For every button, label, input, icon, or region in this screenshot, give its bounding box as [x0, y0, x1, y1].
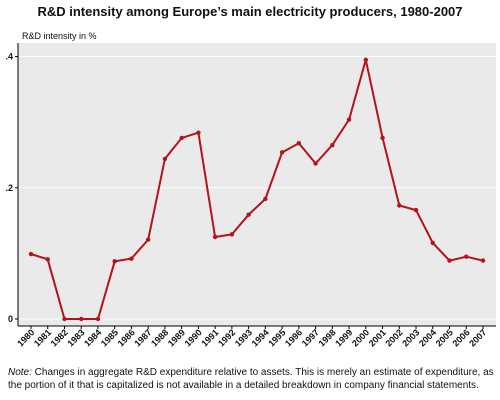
footnote-prefix: Note:	[8, 367, 32, 378]
data-point	[79, 316, 84, 322]
x-tick-label: 1980	[15, 327, 36, 348]
x-tick-label: 2000	[350, 327, 371, 348]
x-tick-label: 1997	[300, 327, 321, 348]
x-tick-label: 1986	[116, 327, 137, 348]
x-tick-label: 2002	[383, 327, 404, 348]
data-point	[279, 150, 285, 155]
data-point	[196, 130, 201, 135]
series-group	[28, 57, 486, 322]
x-tick-label: 1988	[149, 327, 170, 348]
x-tick-label: 2005	[434, 327, 455, 348]
x-tick-label: 2001	[367, 327, 388, 348]
data-point	[145, 237, 151, 242]
x-tick-label: 1984	[82, 327, 103, 348]
x-tick-label: 2006	[450, 327, 471, 348]
x-tick-label: 1987	[132, 327, 153, 348]
x-tick-label: 1992	[216, 327, 237, 348]
data-point	[28, 251, 34, 257]
footnote-text: Changes in aggregate R&D expenditure rel…	[8, 367, 494, 391]
x-tick-label: 1995	[266, 327, 287, 348]
data-point	[263, 196, 268, 202]
x-tick-label: 1991	[199, 327, 220, 348]
data-point	[330, 142, 335, 148]
x-tick-label: 1998	[317, 327, 338, 348]
data-point	[346, 117, 352, 122]
y-axis-label: R&D intensity in %	[22, 31, 97, 41]
data-point	[296, 140, 302, 146]
data-point	[464, 254, 469, 259]
x-tick-label: 2003	[400, 327, 421, 348]
x-tick-label: 1994	[250, 327, 271, 348]
x-tick-label: 2007	[467, 327, 488, 348]
y-tick-label: .4	[5, 52, 13, 62]
y-ticks: 0 .2 .4	[5, 52, 18, 324]
x-tick-label: 1993	[233, 327, 254, 348]
x-tick-label: 1990	[183, 327, 204, 348]
data-point	[229, 232, 235, 237]
x-tick-label: 1989	[166, 327, 187, 348]
data-point	[447, 258, 452, 263]
data-point	[430, 240, 435, 246]
data-point	[162, 156, 168, 162]
chart-title: R&D intensity among Europe’s main electr…	[37, 4, 463, 19]
x-tick-label: 1983	[65, 327, 86, 348]
plot-background	[18, 43, 496, 326]
x-tick-label: 2004	[417, 327, 438, 348]
data-point	[363, 57, 369, 63]
data-point	[380, 135, 385, 141]
data-point	[62, 316, 67, 322]
y-tick-label: .2	[5, 183, 13, 193]
data-point	[313, 161, 318, 166]
data-point	[413, 207, 419, 213]
x-tick-label: 1981	[32, 327, 53, 348]
data-point	[179, 135, 184, 141]
x-tick-label: 1996	[283, 327, 304, 348]
x-ticks: 1980198119821983198419851986198719881989…	[15, 326, 488, 349]
data-point	[480, 258, 486, 263]
data-point	[129, 256, 134, 261]
y-tick-label: 0	[8, 314, 13, 324]
x-tick-label: 1982	[49, 327, 70, 348]
data-point	[246, 212, 251, 217]
data-point	[45, 257, 50, 262]
data-point	[212, 234, 218, 240]
footnote: Note: Changes in aggregate R&D expenditu…	[8, 366, 496, 392]
data-point	[397, 203, 402, 208]
x-tick-label: 1999	[333, 327, 354, 348]
x-tick-label: 1985	[99, 327, 120, 348]
series-line	[30, 58, 484, 320]
line-chart: R&D intensity in % 0.2.4 198019811982198…	[5, 31, 496, 349]
data-point	[95, 316, 101, 322]
data-point	[112, 259, 117, 264]
